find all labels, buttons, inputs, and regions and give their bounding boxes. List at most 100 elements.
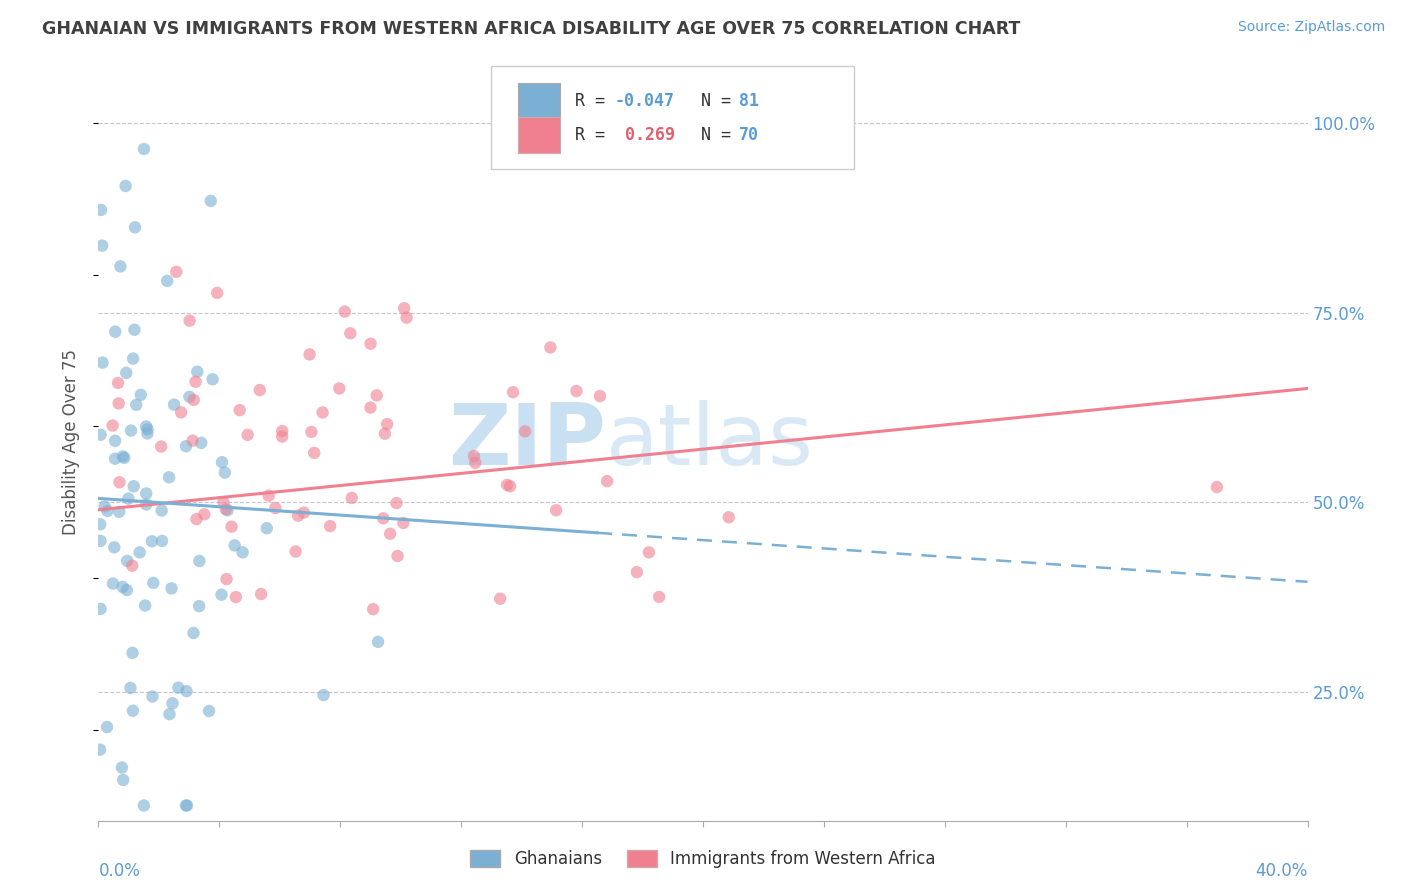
Point <box>90 427 112 442</box>
Point <box>115 366 138 380</box>
Point <box>135 486 157 500</box>
Y-axis label: Disability Age Over 75: Disability Age Over 75 <box>62 349 80 534</box>
Point <box>134 599 156 613</box>
Point <box>108 505 131 519</box>
Point <box>112 450 135 465</box>
Point <box>112 772 135 787</box>
FancyBboxPatch shape <box>492 66 855 169</box>
Point <box>184 375 207 389</box>
Point <box>179 313 201 327</box>
Point <box>302 446 325 460</box>
Point <box>186 512 208 526</box>
Point <box>141 534 163 549</box>
Point <box>228 403 250 417</box>
Text: R =: R = <box>575 127 614 145</box>
Point <box>107 376 129 390</box>
Point <box>132 142 155 156</box>
Point <box>311 405 333 419</box>
Point <box>392 301 415 316</box>
Point <box>360 401 382 415</box>
Point <box>319 519 342 533</box>
Legend: Ghanaians, Immigrants from Western Africa: Ghanaians, Immigrants from Western Afric… <box>464 843 942 875</box>
Point <box>183 626 205 640</box>
Point <box>589 389 612 403</box>
Point <box>513 425 536 439</box>
Point <box>287 508 309 523</box>
Text: N =: N = <box>682 92 741 110</box>
Point <box>93 500 115 514</box>
Point <box>89 533 111 548</box>
Point <box>249 383 271 397</box>
Text: atlas: atlas <box>606 400 814 483</box>
Point <box>136 426 159 441</box>
Point <box>188 554 211 568</box>
Point <box>217 503 239 517</box>
Point <box>546 503 568 517</box>
Point <box>200 194 222 208</box>
Point <box>135 419 157 434</box>
Point <box>181 434 204 448</box>
Point <box>141 690 163 704</box>
Point <box>91 356 114 370</box>
Point <box>188 599 211 614</box>
Point <box>111 580 134 594</box>
Point <box>176 798 198 813</box>
Point <box>104 434 127 448</box>
Point <box>89 742 111 756</box>
Point <box>183 392 205 407</box>
Point <box>236 427 259 442</box>
Point <box>157 470 180 484</box>
Text: 0.269: 0.269 <box>614 127 675 145</box>
Point <box>284 544 307 558</box>
Point <box>201 372 224 386</box>
Point <box>211 588 233 602</box>
Point <box>160 582 183 596</box>
Point <box>626 565 648 579</box>
Text: 81: 81 <box>740 92 759 110</box>
Point <box>211 455 233 469</box>
Point <box>122 351 145 366</box>
Point <box>224 538 246 552</box>
Text: -0.047: -0.047 <box>614 92 675 110</box>
Point <box>299 425 322 439</box>
Point <box>190 436 212 450</box>
Point <box>596 474 619 488</box>
Text: 0.0%: 0.0% <box>98 863 141 880</box>
Point <box>271 429 294 443</box>
Point <box>232 545 254 559</box>
Point <box>96 504 118 518</box>
Point <box>360 336 382 351</box>
Point <box>339 326 361 341</box>
Point <box>120 424 142 438</box>
Point <box>111 450 134 464</box>
Point <box>496 478 519 492</box>
Point <box>150 503 173 517</box>
Point <box>124 220 146 235</box>
Point <box>122 479 145 493</box>
Point <box>225 590 247 604</box>
Point <box>395 310 418 325</box>
Point <box>114 178 136 193</box>
Point <box>150 440 173 454</box>
Point <box>499 479 522 493</box>
Text: 40.0%: 40.0% <box>1256 863 1308 880</box>
Point <box>373 511 395 525</box>
Point <box>122 704 145 718</box>
Point <box>257 489 280 503</box>
Point <box>340 491 363 505</box>
Point <box>150 533 173 548</box>
Point <box>110 260 132 274</box>
Point <box>96 720 118 734</box>
Point <box>215 502 238 516</box>
Point <box>89 517 111 532</box>
Point <box>120 681 142 695</box>
Text: 70: 70 <box>740 127 759 145</box>
Point <box>107 396 129 410</box>
Text: R =: R = <box>575 92 614 110</box>
Point <box>104 325 127 339</box>
Point <box>366 388 388 402</box>
Point <box>374 426 396 441</box>
Point <box>193 508 215 522</box>
Point <box>129 388 152 402</box>
Point <box>1206 480 1229 494</box>
